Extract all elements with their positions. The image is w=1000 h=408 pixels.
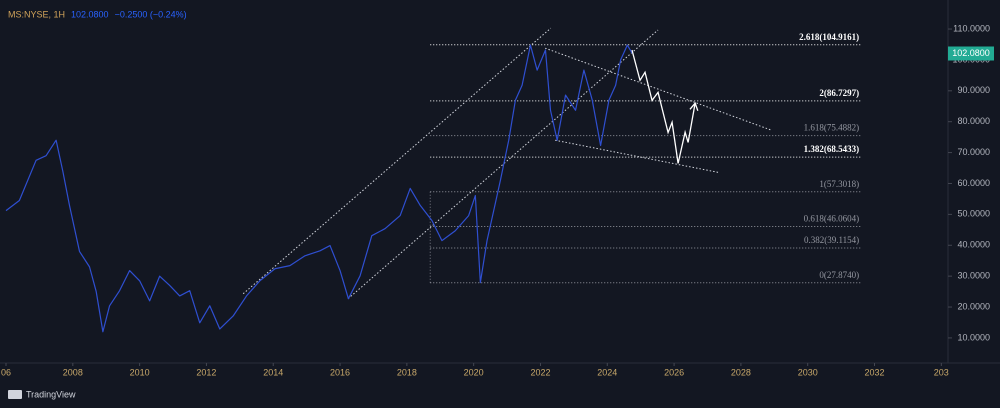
projection-path xyxy=(631,49,696,164)
price-tag xyxy=(948,46,994,61)
x-tick-label: 2032 xyxy=(864,367,884,377)
symbol: MS:NYSE, 1H xyxy=(8,9,65,19)
trendline xyxy=(242,27,552,295)
fib-label: 2.618(104.9161) xyxy=(799,32,859,42)
y-tick-label: 30.0000 xyxy=(957,271,990,281)
y-tick-label: 90.0000 xyxy=(957,85,990,95)
x-tick-label: 2026 xyxy=(664,367,684,377)
brand: TradingView xyxy=(26,389,76,399)
x-tick-label: 2008 xyxy=(63,367,83,377)
fib-label: 0.382(39.1154) xyxy=(804,235,859,245)
y-tick-label: 110.0000 xyxy=(953,23,990,33)
plot-area: 2.618(104.9161) 2(86.7297) 1.618(75.4882) 1… xyxy=(5,27,862,333)
y-tick-label: 20.0000 xyxy=(957,301,990,311)
fib-label: 1.382(68.5433) xyxy=(804,144,860,154)
fib-label: 0.618(46.0604) xyxy=(804,214,860,224)
projection-arrowhead xyxy=(689,101,699,111)
x-tick-label: 2014 xyxy=(263,367,283,377)
x-tick-label: 2020 xyxy=(464,367,484,377)
y-tick-label: 40.0000 xyxy=(957,240,990,250)
fib-label: 2(86.7297) xyxy=(819,88,859,98)
y-tick-label: 10.0000 xyxy=(957,332,990,342)
x-tick-label: 2022 xyxy=(530,367,550,377)
logo: TradingView xyxy=(8,389,76,399)
header-change: −0.2500 (−0.24%) xyxy=(115,9,187,19)
y-tick-label: 70.0000 xyxy=(957,147,990,157)
y-tick-label: 60.0000 xyxy=(957,178,990,188)
axes: 10.0000 20.0000 30.0000 40.0000 50.0000 60.00… xyxy=(1,23,994,377)
fib-label: 0(27.8740) xyxy=(819,270,859,280)
x-tick-label: 2028 xyxy=(731,367,751,377)
x-tick-label: 2012 xyxy=(196,367,216,377)
x-tick-label: 203 xyxy=(934,367,949,377)
x-tick-label: 2016 xyxy=(330,367,350,377)
logo-mark xyxy=(8,390,22,399)
y-tick-label: 50.0000 xyxy=(957,209,990,219)
x-tick-label: 06 xyxy=(1,367,11,377)
y-tick-label: 80.0000 xyxy=(957,116,990,126)
x-tick-label: 2018 xyxy=(397,367,417,377)
x-tick-label: 2030 xyxy=(798,367,818,377)
x-tick-label: 2010 xyxy=(130,367,150,377)
fib-label: 1.618(75.4882) xyxy=(804,123,860,133)
header-price: 102.0800 xyxy=(71,9,109,19)
price-line xyxy=(5,44,633,333)
fib-label: 1(57.3018) xyxy=(819,179,859,189)
price-tag-label: 102.0800 xyxy=(952,48,990,58)
x-tick-label: 2024 xyxy=(597,367,617,377)
